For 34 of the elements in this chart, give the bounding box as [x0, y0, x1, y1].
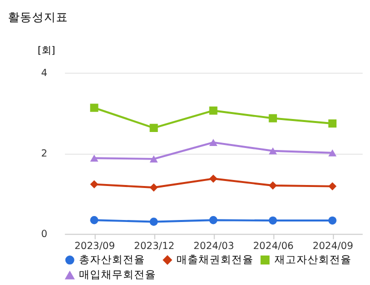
point	[150, 124, 158, 132]
legend-label: 매출채권회전율	[176, 252, 254, 266]
point	[209, 216, 218, 224]
y-tick-label: 4	[41, 68, 48, 80]
point	[90, 180, 98, 188]
x-tick-label: 2023/09	[74, 240, 115, 252]
point	[90, 154, 98, 162]
y-tick-label: 0	[41, 229, 48, 240]
x-tick-label: 2024/06	[253, 240, 294, 252]
point	[268, 147, 277, 154]
y-tick-label: 2	[41, 148, 48, 160]
point	[328, 149, 336, 156]
point	[209, 174, 218, 183]
point	[150, 183, 158, 192]
legend-label: 총자산회전율	[79, 252, 146, 266]
point	[150, 155, 158, 162]
legend-label: 매입채무회전율	[79, 268, 156, 282]
point	[209, 106, 218, 115]
point	[268, 181, 277, 190]
point	[328, 182, 336, 190]
point	[328, 216, 336, 225]
point	[90, 216, 98, 224]
point	[328, 119, 336, 128]
x-tick-label: 2024/03	[194, 240, 234, 252]
y-axis-title: [회]	[38, 46, 56, 57]
chart-title: 활동성지표	[8, 10, 68, 24]
legend-label: 재고자산회전율	[274, 252, 352, 266]
point	[150, 218, 158, 226]
point	[90, 104, 98, 112]
point	[268, 216, 277, 225]
point	[209, 138, 218, 146]
x-tick-label: 2023/12	[134, 240, 175, 252]
point	[268, 114, 277, 122]
x-tick-label: 2024/09	[312, 240, 354, 252]
